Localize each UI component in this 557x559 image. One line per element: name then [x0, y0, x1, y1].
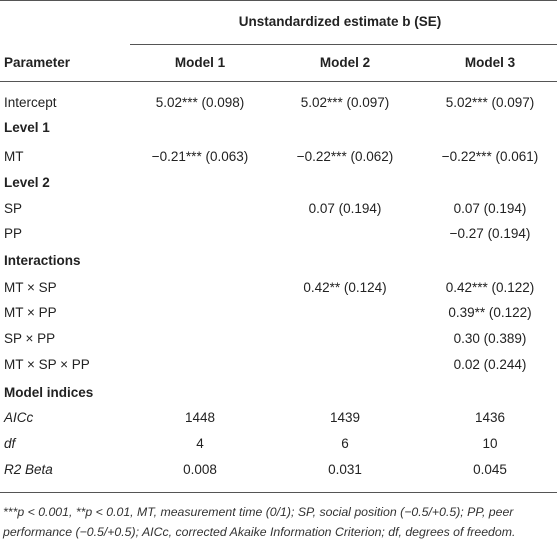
cell: 0.39** (0.122)	[448, 305, 532, 320]
cell: 0.008	[183, 462, 217, 477]
cell: 5.02*** (0.097)	[445, 95, 535, 110]
column-header: Model 1	[174, 55, 226, 70]
cell: 5.02*** (0.098)	[155, 95, 245, 110]
top-rule	[0, 0, 557, 1]
cell: 0.30 (0.389)	[453, 331, 527, 346]
cell: 5.02*** (0.097)	[300, 95, 390, 110]
spanner-rule	[130, 44, 557, 45]
row-label: MT	[4, 149, 24, 164]
cell: −0.22*** (0.062)	[296, 149, 394, 164]
cell: −0.22*** (0.061)	[441, 149, 539, 164]
cell: 0.031	[328, 462, 362, 477]
section-label: Level 1	[4, 120, 50, 135]
column-header: Parameter	[4, 55, 71, 70]
row-label: MT × SP × PP	[4, 357, 90, 372]
section-label: Model indices	[4, 385, 94, 400]
row-label: R2 Beta	[4, 462, 53, 477]
section-label: Level 2	[4, 175, 50, 190]
row-label: SP × PP	[4, 331, 56, 346]
row-label: MT × PP	[4, 305, 57, 320]
section-label: Interactions	[4, 253, 81, 268]
cell: 1439	[329, 410, 361, 425]
row-label: df	[4, 436, 16, 451]
cell: 1436	[474, 410, 506, 425]
cell: −0.21*** (0.063)	[151, 149, 249, 164]
column-header: Model 2	[319, 55, 371, 70]
cell: 4	[196, 436, 204, 451]
footnote: ***p < 0.001, **p < 0.01, MT, measuremen…	[3, 505, 516, 539]
cell: 0.02 (0.244)	[453, 357, 527, 372]
header-rule	[0, 81, 557, 82]
column-header: Model 3	[464, 55, 516, 70]
cell: 0.045	[473, 462, 507, 477]
row-label: MT × SP	[4, 280, 57, 295]
cell: 1448	[184, 410, 216, 425]
cell: −0.27 (0.194)	[449, 226, 531, 241]
row-label: SP	[4, 201, 23, 216]
bottom-rule	[0, 492, 557, 493]
row-label: PP	[4, 226, 23, 241]
spanner-header: Unstandardized estimate b (SE)	[238, 14, 442, 29]
row-label: AICc	[4, 410, 34, 425]
cell: 0.07 (0.194)	[308, 201, 382, 216]
cell: 0.42** (0.124)	[303, 280, 387, 295]
cell: 0.42*** (0.122)	[445, 280, 535, 295]
cell: 6	[341, 436, 349, 451]
row-label: Intercept	[4, 95, 57, 110]
cell: 10	[482, 436, 498, 451]
cell: 0.07 (0.194)	[453, 201, 527, 216]
